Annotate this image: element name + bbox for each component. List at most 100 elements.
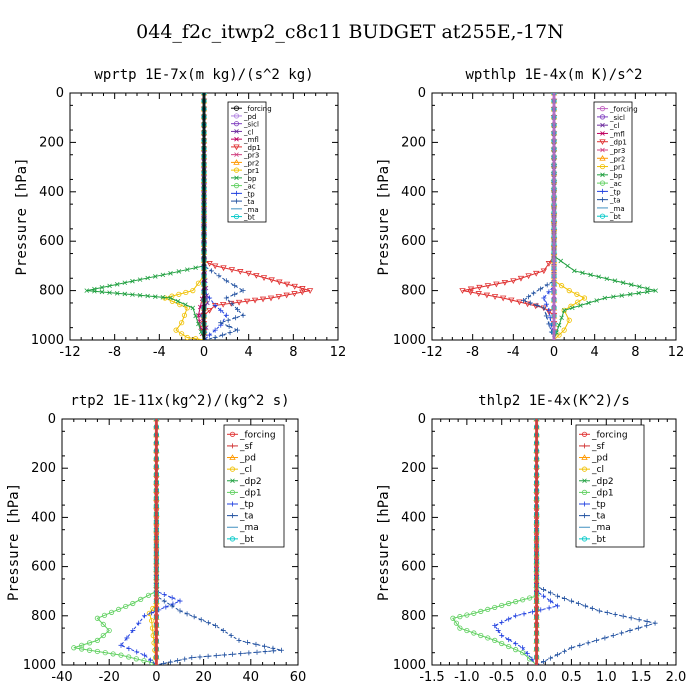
legend-label: _ta [591, 512, 606, 522]
series-point [106, 627, 112, 634]
legend: _forcing _sf _pd_cl _dp2_dp1 _tp _ta_ma _bt [575, 424, 645, 548]
series-point [581, 295, 588, 301]
legend-marker [600, 188, 605, 194]
series-point [506, 616, 512, 622]
panel-title: wprtp 1E-7x(m kg)/(s^2 kg) [94, 67, 313, 83]
series-line [536, 419, 656, 665]
series-point [137, 293, 143, 298]
legend-marker [581, 466, 588, 472]
legend-label: _pd [243, 113, 256, 121]
series-point [610, 632, 616, 638]
series-point [232, 291, 238, 297]
series-point [565, 263, 570, 269]
series-point [554, 652, 560, 658]
series-point [520, 645, 526, 651]
series-point [130, 628, 136, 634]
series-point [184, 611, 190, 617]
series-point [594, 637, 600, 643]
panel-title: rtp2 1E-11x(kg^2)/(kg^2 s) [70, 393, 289, 409]
series-point [546, 321, 552, 327]
series-point [611, 294, 616, 300]
legend-label: _pd [239, 454, 256, 464]
series-point [464, 612, 470, 618]
series-point [152, 274, 158, 279]
y-axis-label: Pressure [hPa] [6, 483, 22, 601]
series-point [492, 604, 498, 611]
series-point [520, 597, 526, 603]
series-point [130, 292, 135, 297]
legend-box [223, 424, 285, 548]
series-point [644, 618, 650, 624]
series-point [513, 613, 519, 619]
series-point [160, 661, 166, 665]
legend-marker [234, 129, 239, 134]
series-point [161, 591, 167, 597]
legend: _forcing_sicl_cl_mfl_dp1_pr3_pr2_pr1_bp_… [593, 101, 638, 223]
legend-marker [581, 431, 588, 437]
series-point [278, 647, 284, 653]
series-point [102, 650, 108, 656]
legend-marker [229, 489, 236, 495]
series-point [467, 289, 474, 296]
series-point [176, 269, 182, 274]
series-point [561, 596, 567, 602]
y-tick-label: 1000 [23, 658, 56, 673]
series-point [464, 627, 470, 634]
legend-marker [234, 136, 239, 142]
series-point [467, 286, 475, 293]
legend-label: _bt [243, 214, 255, 222]
series-point [262, 649, 268, 655]
y-tick-label: 600 [401, 560, 426, 575]
x-tick-label: -40 [51, 670, 72, 685]
series-point [561, 308, 567, 313]
series-point [268, 277, 275, 284]
legend-marker [229, 431, 236, 437]
series-point [100, 621, 106, 628]
series-group [459, 93, 658, 340]
series-point [291, 291, 298, 297]
legend-label: _dp2 [239, 477, 262, 487]
legend-label: _mfl [243, 136, 259, 144]
x-tick-label: -12 [59, 345, 80, 360]
series-point [235, 307, 240, 313]
y-axis-label: Pressure [hPa] [376, 483, 392, 601]
series-point [235, 327, 240, 333]
chart-panel-2: wpthlp 1E-4x(m K)/s^2 Pressure [hPa] 0 200 4… [376, 67, 684, 360]
x-tick-label: 0 [152, 670, 160, 685]
x-tick-label: 1.5 [631, 670, 652, 685]
legend-marker [229, 536, 236, 542]
series-point [585, 640, 591, 646]
y-tick-label: 400 [401, 185, 426, 200]
series-point [205, 653, 211, 659]
series-point [122, 291, 128, 297]
series-point [99, 289, 105, 295]
series-point [145, 592, 152, 598]
series-point [653, 288, 658, 293]
legend-marker [234, 175, 239, 181]
series-point [475, 291, 482, 297]
series-point [636, 290, 642, 296]
series-point [636, 617, 642, 623]
y-tick-label: 400 [31, 510, 56, 525]
series-point [561, 327, 567, 333]
series-point [510, 278, 517, 285]
legend: _forcing_pd_sicl_cl_mfl_dp1_pr3_pr2_pr1_… [227, 101, 272, 223]
series-line [543, 93, 555, 340]
series-point [577, 642, 583, 648]
legend-marker [233, 159, 240, 165]
legend-label: _tp [239, 500, 254, 510]
series-line [462, 93, 555, 340]
series-line [203, 93, 245, 340]
series-point [212, 302, 218, 308]
series-point [149, 625, 156, 631]
legend-marker [234, 198, 239, 204]
series-point [529, 609, 535, 615]
series-point [183, 289, 189, 296]
series-point [184, 334, 190, 340]
series-point [190, 305, 196, 311]
series-point [101, 612, 108, 618]
series-point [193, 336, 199, 340]
legend-marker [582, 443, 587, 449]
legend-label: _ac [609, 180, 622, 188]
series-point [179, 331, 185, 337]
